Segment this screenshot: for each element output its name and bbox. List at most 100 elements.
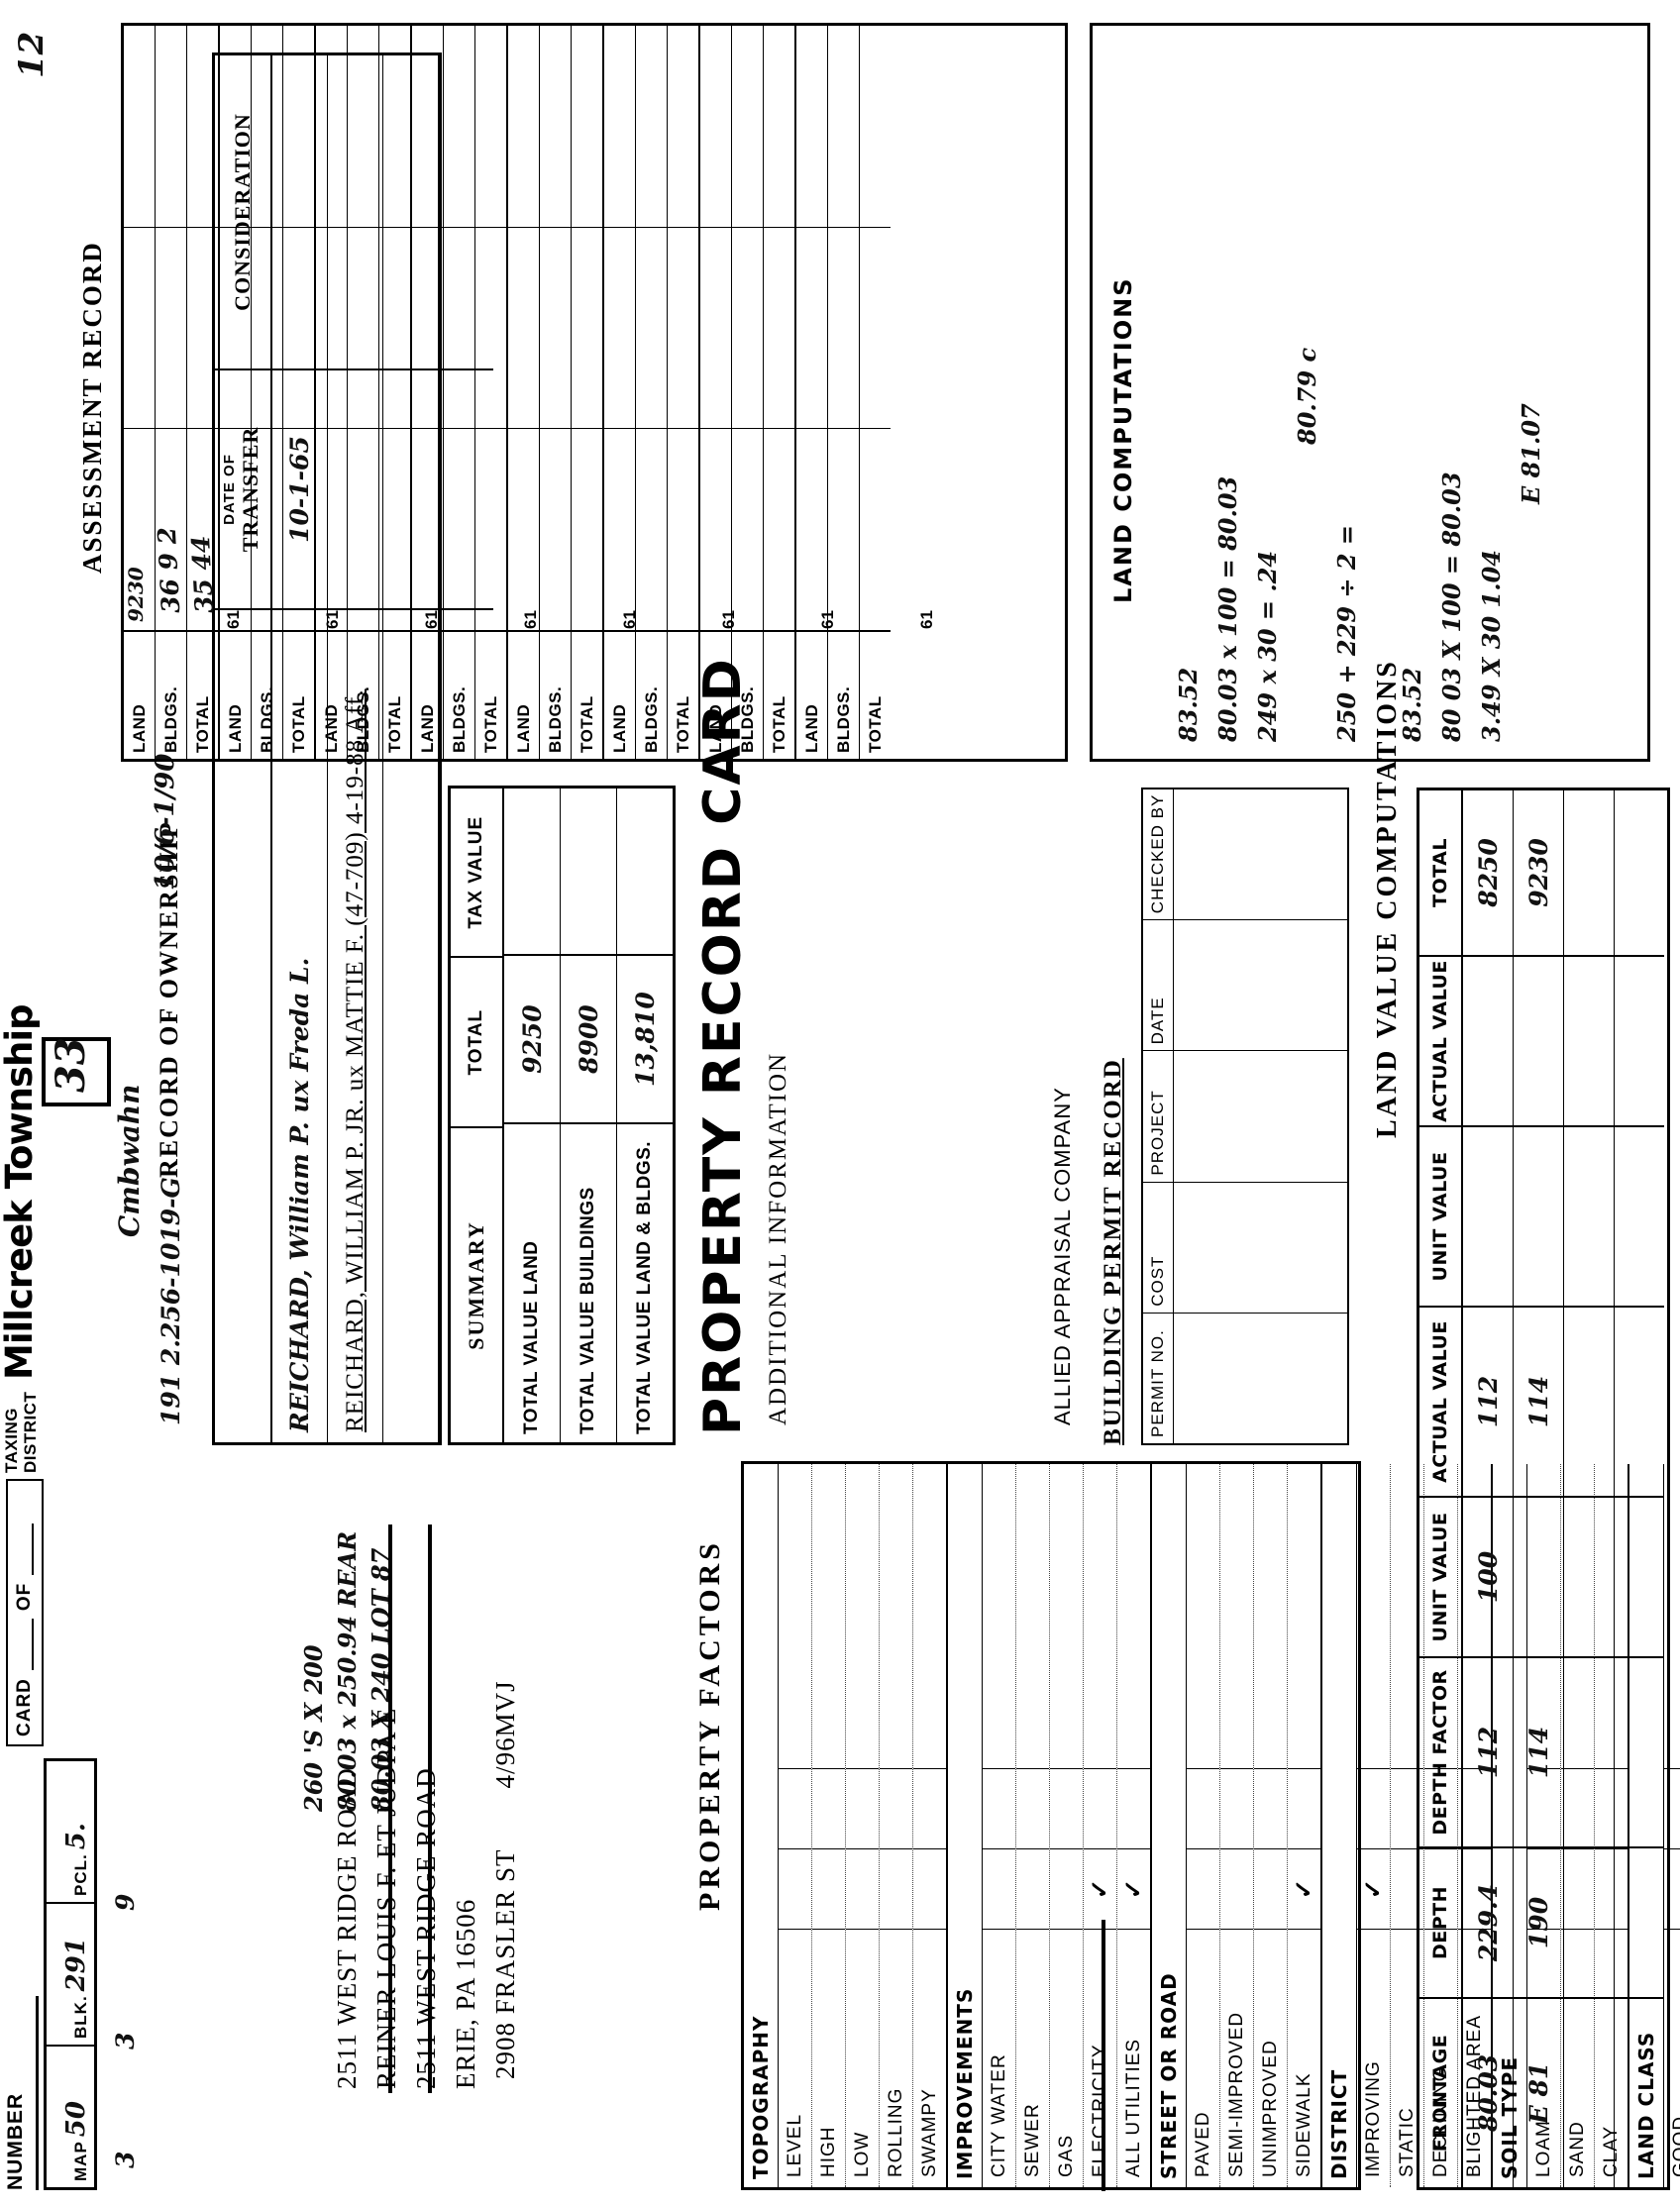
table-row[interactable]: TOTAL VALUE LAND & BLDGS. 13,810 (617, 789, 673, 1442)
factor-row[interactable]: ROLLING (880, 1464, 913, 2187)
factor-checkbox[interactable] (1084, 1768, 1116, 1848)
assessment-value-cell[interactable] (508, 428, 602, 630)
factor-checkbox[interactable] (1016, 1689, 1049, 1768)
factor-row[interactable]: SEMI-IMPROVED (1220, 1464, 1254, 2187)
factor-checkbox[interactable] (812, 1848, 845, 1929)
factor-checkbox[interactable] (1050, 1768, 1083, 1848)
factor-checkbox[interactable] (880, 1768, 912, 1848)
factor-checkbox[interactable] (983, 1848, 1015, 1929)
assessment-value-cell[interactable] (124, 226, 218, 429)
assessment-group[interactable]: LAND BLDGS. TOTAL (316, 25, 412, 759)
table-row[interactable]: TOTAL VALUE BUILDINGS 8900 (561, 789, 617, 1442)
factor-checkbox[interactable] (846, 1768, 879, 1848)
assessment-value-cell[interactable] (412, 428, 506, 630)
assessment-value-cell[interactable] (796, 226, 891, 429)
factor-checkbox[interactable] (913, 1768, 946, 1848)
factor-row[interactable]: LOW (846, 1464, 880, 2187)
factor-checkbox[interactable] (1117, 1768, 1150, 1848)
date-column[interactable]: DATE (1143, 919, 1347, 1051)
factor-checkbox[interactable] (1016, 1848, 1049, 1929)
factor-checkbox[interactable] (983, 1689, 1015, 1768)
factor-checkbox[interactable] (1084, 1689, 1116, 1768)
map-cell[interactable]: MAP 50 (47, 2045, 94, 2187)
factor-row[interactable]: ELECTRICITY ✓ (1084, 1464, 1117, 2187)
factor-checkbox[interactable] (1254, 1689, 1287, 1768)
factor-row[interactable]: GAS (1050, 1464, 1084, 2187)
table-row[interactable]: TOTAL VALUE LAND 9250 (504, 789, 561, 1442)
factor-row[interactable]: SWAMPY (913, 1464, 946, 2187)
factor-checkbox[interactable] (1187, 1768, 1219, 1848)
table-row[interactable] (1615, 790, 1664, 2187)
factor-row[interactable]: HIGH (812, 1464, 846, 2187)
factor-checkbox[interactable] (1288, 1689, 1320, 1768)
cost-column[interactable]: COST (1143, 1181, 1347, 1313)
assessment-value-cell[interactable] (124, 25, 218, 227)
factor-checkbox[interactable] (913, 1689, 946, 1768)
assessment-group[interactable]: LAND BLDGS. TOTAL (508, 25, 604, 759)
factor-checkbox[interactable] (779, 1768, 811, 1848)
factor-row[interactable]: ALL UTILITIES ✓ (1117, 1464, 1150, 2187)
assessment-value-cell[interactable] (796, 25, 891, 227)
assessment-value-cell[interactable] (412, 226, 506, 429)
factor-checkbox[interactable] (1187, 1848, 1219, 1929)
factor-checkbox[interactable] (1220, 1768, 1253, 1848)
factor-checkbox[interactable] (812, 1768, 845, 1848)
assessment-value-cell[interactable] (316, 226, 410, 429)
permit-no-column[interactable]: PERMIT NO. (1143, 1312, 1347, 1443)
factor-row[interactable]: PAVED (1187, 1464, 1220, 2187)
factor-checkbox[interactable] (1050, 1689, 1083, 1768)
assessment-value-cell[interactable] (604, 25, 698, 227)
factor-checkbox[interactable] (846, 1848, 879, 1929)
factor-checkbox[interactable] (1050, 1848, 1083, 1929)
assessment-value-cell[interactable] (604, 226, 698, 429)
factor-checkbox[interactable] (1187, 1689, 1219, 1768)
factor-checkbox[interactable] (1016, 1768, 1049, 1848)
project-column[interactable]: PROJECT (1143, 1050, 1347, 1182)
factor-row[interactable]: IMPROVING ✓ (1357, 1464, 1391, 2187)
factor-checkbox[interactable] (846, 1689, 879, 1768)
assessment-value-cell[interactable] (508, 226, 602, 429)
assessment-group[interactable]: LAND BLDGS. TOTAL (412, 25, 508, 759)
assessment-value-cell[interactable] (220, 226, 314, 429)
factor-checkbox[interactable] (1357, 1689, 1390, 1768)
assessment-value-cell[interactable] (412, 25, 506, 227)
factor-checkbox[interactable]: ✓ (1357, 1848, 1390, 1929)
factor-checkbox[interactable] (812, 1689, 845, 1768)
assessment-value-cell[interactable] (796, 428, 891, 630)
factor-checkbox[interactable]: ✓ (1117, 1848, 1150, 1929)
card-blank[interactable] (16, 1619, 34, 1671)
factor-checkbox[interactable] (880, 1689, 912, 1768)
factor-checkbox[interactable] (983, 1768, 1015, 1848)
assessment-value-cell[interactable] (700, 226, 794, 429)
factor-checkbox[interactable] (1220, 1848, 1253, 1929)
assessment-group[interactable]: LAND BLDGS. TOTAL (604, 25, 700, 759)
factor-checkbox[interactable] (1254, 1848, 1287, 1929)
factor-checkbox[interactable] (779, 1848, 811, 1929)
assessment-group[interactable]: LAND BLDGS. TOTAL (700, 25, 796, 759)
of-blank[interactable] (16, 1523, 34, 1575)
factor-row[interactable]: UNIMPROVED (1254, 1464, 1288, 2187)
table-row[interactable] (1564, 790, 1615, 2187)
table-row[interactable]: E 81 190 114 114 9230 (1514, 790, 1564, 2187)
table-row[interactable]: 80.03 229.4 112 100 112 8250 (1463, 790, 1514, 2187)
assessment-group[interactable]: LAND BLDGS. TOTAL (220, 25, 316, 759)
factor-checkbox[interactable] (779, 1689, 811, 1768)
factor-checkbox[interactable] (880, 1848, 912, 1929)
factor-checkbox[interactable] (1288, 1768, 1320, 1848)
factor-row[interactable]: SIDEWALK ✓ (1288, 1464, 1320, 2187)
assessment-value-cell[interactable] (316, 428, 410, 630)
assessment-group[interactable]: LAND BLDGS. TOTAL (796, 25, 891, 759)
factor-row[interactable]: LEVEL (779, 1464, 812, 2187)
factor-checkbox[interactable] (913, 1848, 946, 1929)
factor-checkbox[interactable] (1357, 1768, 1390, 1848)
assessment-value-cell[interactable] (604, 428, 698, 630)
factor-checkbox[interactable]: ✓ (1288, 1848, 1320, 1929)
assessment-group[interactable]: LAND BLDGS. TOTAL 9230 (124, 25, 220, 759)
factor-checkbox[interactable] (1117, 1689, 1150, 1768)
checked-by-column[interactable]: CHECKED BY (1143, 789, 1347, 920)
factor-checkbox[interactable] (1254, 1768, 1287, 1848)
blk-cell[interactable]: BLK. 291 (47, 1902, 94, 2045)
assessment-value-cell[interactable] (220, 25, 314, 227)
factor-row[interactable]: CITY WATER (983, 1464, 1016, 2187)
factor-row[interactable]: SEWER (1016, 1464, 1050, 2187)
